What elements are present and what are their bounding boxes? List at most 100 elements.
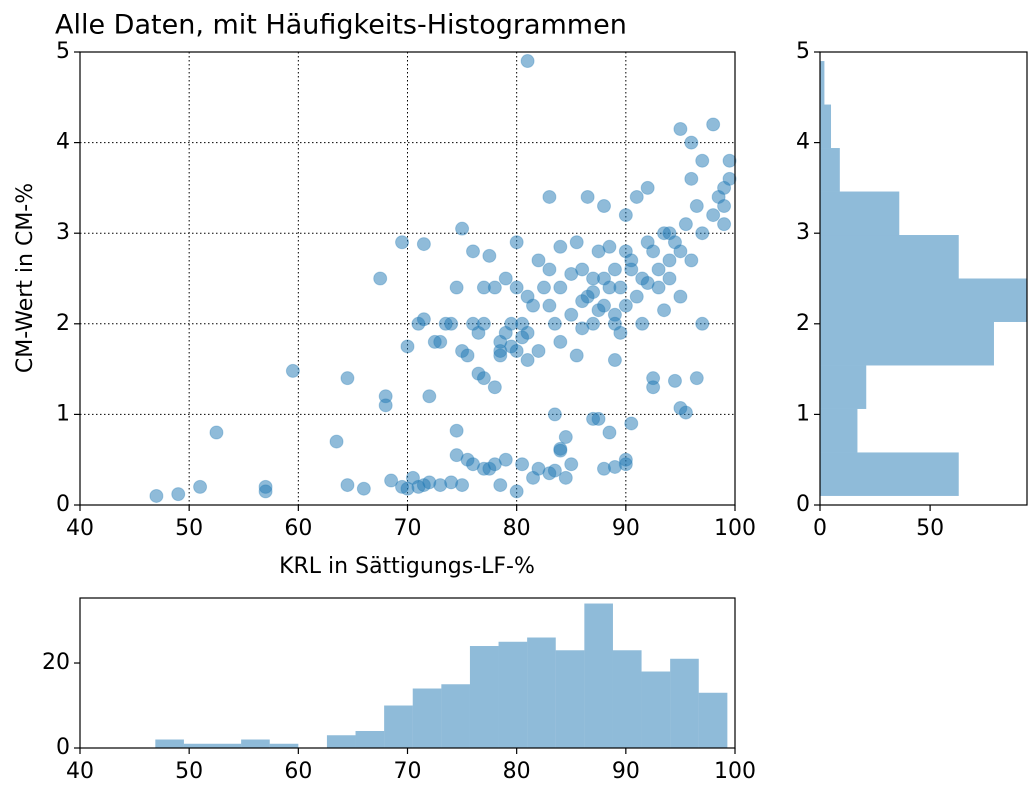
scatter-point <box>629 189 644 204</box>
scatter-point <box>416 312 431 327</box>
y-tick-label: 2 <box>56 311 70 336</box>
scatter-point <box>624 416 639 431</box>
histogram-bar <box>820 365 867 409</box>
scatter-point <box>640 276 655 291</box>
scatter-point <box>466 316 480 331</box>
scatter-point <box>553 334 568 349</box>
scatter-point <box>373 271 388 286</box>
histogram-bar <box>698 692 728 748</box>
scatter-point <box>717 217 732 232</box>
x-tick-label: 50 <box>175 759 203 784</box>
scatter-point <box>449 280 464 295</box>
scatter-point <box>493 348 508 363</box>
scatter-point <box>384 473 399 488</box>
scatter-point <box>526 298 541 313</box>
scatter-point <box>329 434 344 449</box>
scatter-point <box>553 239 568 254</box>
scatter-point <box>449 448 464 463</box>
scatter-point <box>657 303 672 318</box>
scatter-point <box>487 380 502 395</box>
scatter-point <box>722 171 737 186</box>
histogram-bar <box>498 641 528 748</box>
histogram-bar <box>155 739 184 748</box>
scatter-point <box>520 353 535 368</box>
scatter-point <box>553 280 568 295</box>
y-tick-label: 5 <box>796 39 810 64</box>
scatter-point <box>449 423 464 438</box>
x-tick-label: 80 <box>503 516 531 541</box>
scatter-point <box>553 441 568 456</box>
histogram-bar <box>670 658 699 748</box>
scatter-point <box>662 271 677 286</box>
scatter-point <box>629 289 644 304</box>
histogram-bar <box>820 321 994 366</box>
scatter-point <box>646 244 661 259</box>
scatter-point <box>509 343 524 358</box>
y-tick-label: 0 <box>796 492 810 517</box>
chart-title: Alle Daten, mit Häufigkeits-Histogrammen <box>55 10 627 41</box>
scatter-point <box>602 425 617 440</box>
scatter-point <box>673 122 688 137</box>
scatter-point <box>149 488 164 503</box>
scatter-point <box>597 271 611 286</box>
histogram-bar <box>820 408 858 453</box>
scatter-point <box>547 407 562 422</box>
scatter-point <box>531 253 546 268</box>
scatter-point <box>193 479 208 494</box>
scatter-point <box>706 117 721 132</box>
scatter-point <box>455 221 470 236</box>
x-tick-label: 90 <box>612 759 640 784</box>
histogram-bar <box>612 650 642 748</box>
scatter-point <box>438 316 453 331</box>
scatter-point <box>618 457 633 472</box>
scatter-point <box>258 484 273 499</box>
scatter-point <box>509 280 524 295</box>
x-tick-label: 100 <box>714 516 756 541</box>
scatter-point <box>662 253 677 268</box>
histogram-bar <box>412 688 442 748</box>
x-tick-label: 50 <box>916 516 944 541</box>
histogram-bar <box>820 452 959 496</box>
scatter-point <box>689 371 704 386</box>
scatter-point <box>569 348 584 363</box>
scatter-point <box>722 153 737 168</box>
scatter-point <box>695 153 710 168</box>
histogram-bar <box>641 671 671 748</box>
scatter-point <box>591 303 606 318</box>
x-tick-label: 70 <box>394 516 422 541</box>
scatter-point <box>651 262 666 277</box>
x-axis-label: KRL in Sättigungs-LF-% <box>279 554 535 579</box>
scatter-point <box>536 280 551 295</box>
scatter-point <box>433 334 448 349</box>
scatter-point <box>646 380 661 395</box>
scatter-point <box>509 235 524 250</box>
y-tick-label: 1 <box>56 401 70 426</box>
histogram-bar <box>820 191 900 236</box>
scatter-point <box>673 289 688 304</box>
histogram-bar <box>355 731 385 748</box>
x-tick-label: 40 <box>66 516 94 541</box>
scatter-point <box>684 171 699 186</box>
scatter-point <box>575 321 590 336</box>
scatter-point <box>640 180 655 195</box>
scatter-point <box>542 298 557 313</box>
scatter-point <box>476 371 491 386</box>
scatter-point <box>618 208 633 223</box>
histogram-bar <box>469 646 499 748</box>
histogram-bar <box>269 743 299 748</box>
scatter-point <box>340 478 355 493</box>
y-tick-label: 20 <box>42 650 70 675</box>
scatter-point <box>569 235 584 250</box>
scatter-point <box>580 189 595 204</box>
y-tick-label: 1 <box>796 401 810 426</box>
scatter-point <box>542 262 557 277</box>
scatter-point <box>564 307 579 322</box>
scatter-point <box>378 398 393 413</box>
histogram-bar <box>820 61 825 105</box>
scatter-point <box>466 244 480 259</box>
x-tick-label: 90 <box>612 516 640 541</box>
scatter-point <box>395 235 410 250</box>
scatter-point <box>547 463 562 478</box>
scatter-point <box>285 363 300 378</box>
scatter-point <box>575 262 590 277</box>
